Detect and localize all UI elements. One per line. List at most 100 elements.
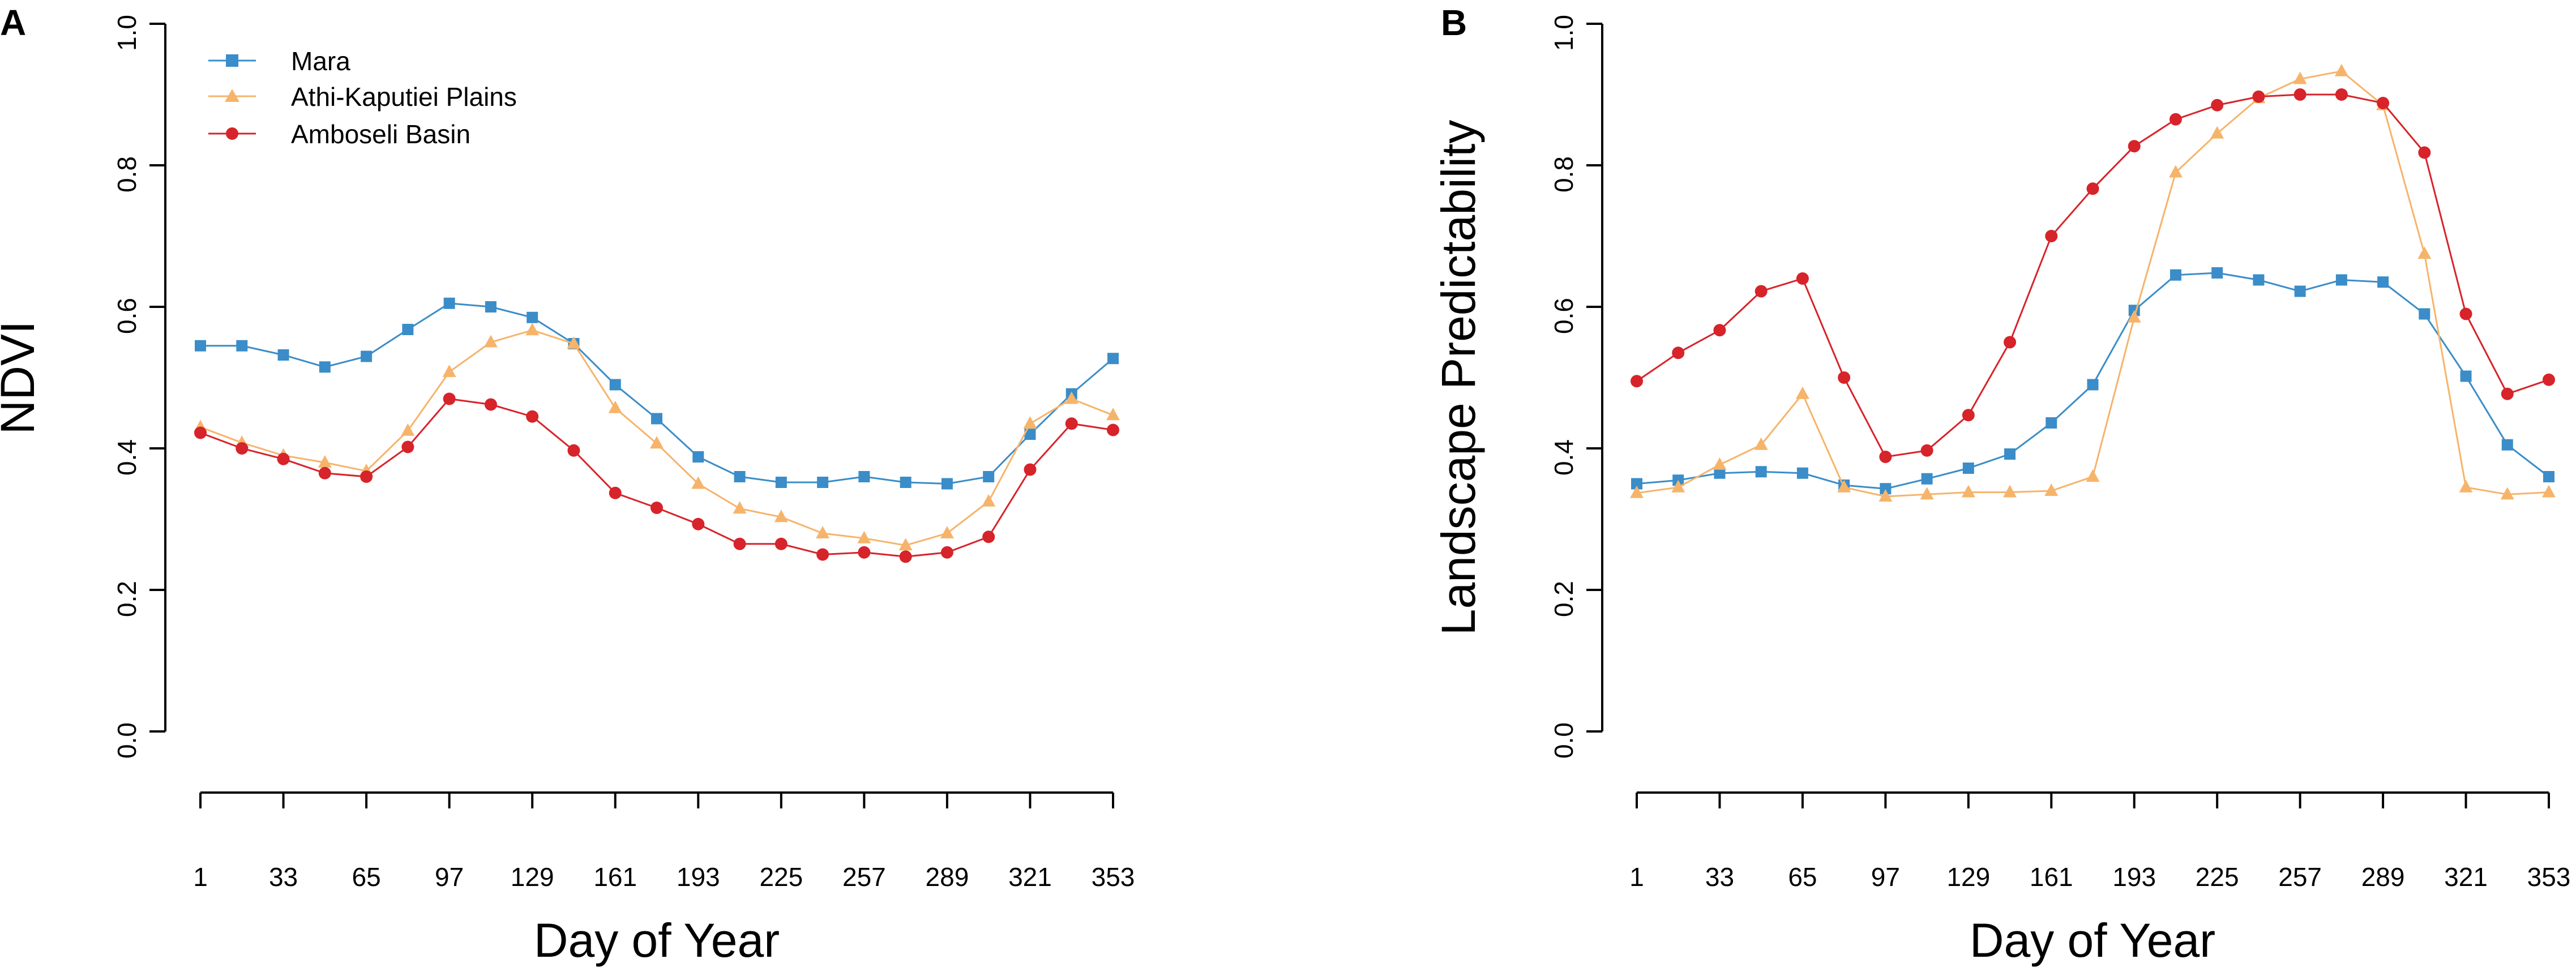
data-point-athi-kaputiei-plains [2168,165,2183,178]
y-tick-label: 0.6 [1549,298,1578,334]
data-point-mara [195,340,206,352]
data-point-amboseli-basin [484,398,497,411]
data-point-athi-kaputiei-plains [2293,71,2307,84]
y-tick-label: 0.0 [1549,722,1578,759]
data-point-athi-kaputiei-plains [650,436,664,449]
data-point-amboseli-basin [2169,113,2182,126]
legend-label-mara: Mara [291,46,350,76]
y-tick-label: 0.8 [112,156,142,192]
data-point-athi-kaputiei-plains [442,365,456,377]
data-point-athi-kaputiei-plains [982,494,996,507]
data-point-mara [692,451,704,463]
data-point-amboseli-basin [2501,387,2514,400]
panel-b-y-ticks: 0.0 0.2 0.4 0.6 0.8 1.0 [1549,15,1602,759]
legend-label-amboseli-basin: Amboseli Basin [291,119,470,149]
data-point-amboseli-basin [774,537,788,550]
data-point-athi-kaputiei-plains [1754,437,1768,450]
data-point-mara [527,311,538,323]
data-point-amboseli-basin [2004,336,2017,349]
series-line-amboseli-basin [1636,93,2549,458]
data-point-amboseli-basin [2418,146,2431,159]
data-point-amboseli-basin [443,392,456,405]
x-tick-label: 353 [2527,862,2571,892]
x-tick-label: 65 [352,862,381,892]
data-point-athi-kaputiei-plains [2417,246,2432,259]
data-point-mara [1962,463,1974,474]
data-point-mara [900,477,912,488]
x-tick-label: 129 [1946,862,1990,892]
data-point-mara [2419,308,2430,320]
x-tick-label: 353 [1092,862,1135,892]
data-point-amboseli-basin [2459,307,2472,320]
data-point-athi-kaputiei-plains [1106,408,1120,421]
data-point-athi-kaputiei-plains [2210,126,2224,139]
x-tick-label: 321 [1008,862,1052,892]
legend-marker-mara [226,54,238,67]
x-tick-label: 1 [1629,862,1644,892]
data-point-amboseli-basin [1796,272,1809,285]
x-tick-label: 225 [759,862,803,892]
data-point-amboseli-basin [194,426,207,439]
data-point-athi-kaputiei-plains [1878,489,1893,502]
data-point-mara [1714,467,1726,479]
x-tick-label: 257 [842,862,886,892]
x-tick-label: 193 [677,862,720,892]
series-line-athi-kaputiei-plains [1636,70,2549,498]
data-point-athi-kaputiei-plains [857,530,871,543]
data-point-athi-kaputiei-plains [401,423,415,436]
data-point-amboseli-basin [858,546,871,559]
data-point-amboseli-basin [1755,285,1768,298]
data-point-mara [485,301,497,313]
data-point-mara [236,340,248,352]
panel-a: A 0.00.20.40.60.81.0 NDVI 1 33 65 97 129 161 1… [0,2,1135,967]
data-point-amboseli-basin [526,410,539,423]
y-tick-label: 0.4 [112,439,142,476]
data-point-athi-kaputiei-plains [483,335,498,348]
panel-b-label: B [1441,2,1467,43]
data-point-mara [2460,370,2472,382]
data-point-mara [1631,478,1642,490]
y-tick-label: 1.0 [1549,15,1578,51]
y-tick-label: 0.6 [112,298,142,334]
data-point-mara [2004,448,2016,460]
data-point-athi-kaputiei-plains [525,323,540,336]
data-point-athi-kaputiei-plains [2044,483,2059,496]
data-point-mara [402,324,414,335]
x-tick-label: 289 [926,862,969,892]
panel-b-y-axis-label: Landscape Predictability [1432,120,1485,636]
x-tick-label: 161 [593,862,637,892]
y-tick-label: 0.8 [1549,156,1578,192]
data-point-athi-kaputiei-plains [2459,480,2473,493]
data-point-mara [2253,274,2265,286]
data-point-amboseli-basin [1024,463,1037,476]
data-point-mara [775,477,787,488]
data-point-mara [2294,285,2306,297]
data-point-athi-kaputiei-plains [1630,485,1644,498]
data-point-amboseli-basin [733,537,746,550]
data-point-amboseli-basin [1713,324,1726,337]
data-point-athi-kaputiei-plains [1713,457,1727,470]
data-point-athi-kaputiei-plains [774,510,788,523]
panel-a-label: A [0,2,26,43]
x-tick-label: 33 [1705,862,1734,892]
data-point-mara [2543,471,2554,482]
x-tick-label: 321 [2444,862,2488,892]
data-point-amboseli-basin [2086,182,2099,195]
data-point-amboseli-basin [2045,230,2058,242]
data-point-amboseli-basin [401,440,414,453]
y-tick-label: 1.0 [112,15,142,51]
y-tick-label: 0.2 [1549,581,1578,617]
data-point-amboseli-basin [1672,346,1685,359]
data-point-athi-kaputiei-plains [1920,487,1934,500]
x-tick-label: 33 [269,862,298,892]
data-point-athi-kaputiei-plains [318,455,332,468]
x-tick-label: 161 [2030,862,2073,892]
data-point-athi-kaputiei-plains [940,526,954,538]
data-point-amboseli-basin [2252,90,2265,103]
data-point-athi-kaputiei-plains [691,476,705,489]
data-point-mara [941,478,953,490]
data-point-athi-kaputiei-plains [2334,63,2348,76]
panel-a-x-ticks: 1 33 65 97 129 161 193 225 257 289 321 353 [193,793,1135,892]
x-tick-label: 65 [1788,862,1817,892]
